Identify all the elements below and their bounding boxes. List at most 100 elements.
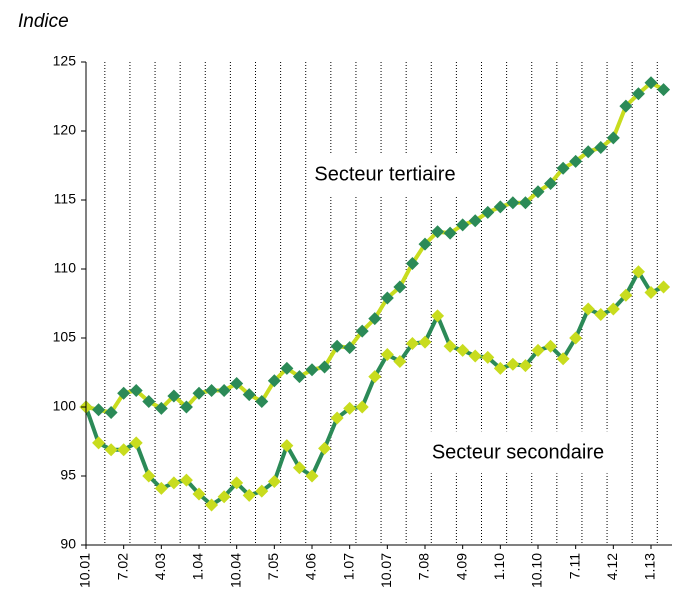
data-marker: [343, 341, 357, 355]
x-tick-label: 1.07: [340, 553, 356, 580]
data-marker: [619, 288, 633, 302]
data-marker: [205, 498, 219, 512]
data-marker: [456, 343, 470, 357]
plot: [79, 76, 671, 512]
data-marker: [292, 370, 306, 384]
data-marker: [405, 256, 419, 270]
data-marker: [129, 383, 143, 397]
x-tick-label: 7.08: [416, 553, 432, 580]
data-marker: [380, 291, 394, 305]
series-annotation: Secteur secondaire: [425, 431, 611, 474]
data-marker: [493, 200, 507, 214]
data-marker: [644, 285, 658, 299]
data-marker: [267, 475, 281, 489]
data-marker: [292, 461, 306, 475]
x-tick-label: 10.07: [378, 553, 394, 588]
data-marker: [242, 488, 256, 502]
data-marker: [431, 309, 445, 323]
y-tick-label: 105: [53, 329, 77, 345]
data-marker: [418, 237, 432, 251]
data-marker: [179, 473, 193, 487]
y-tick-label: 95: [60, 467, 76, 483]
data-marker: [431, 225, 445, 239]
data-marker: [192, 487, 206, 501]
x-tick-label: 1.04: [190, 553, 206, 580]
data-marker: [255, 484, 269, 498]
x-tick-label: 1.13: [642, 553, 658, 580]
data-marker: [330, 411, 344, 425]
series-annotation: Secteur tertiaire: [308, 153, 462, 196]
data-marker: [468, 214, 482, 228]
data-marker: [506, 196, 520, 210]
data-marker: [631, 87, 645, 101]
data-marker: [468, 349, 482, 363]
data-marker: [657, 280, 671, 294]
x-tick-label: 10.10: [529, 553, 545, 588]
data-marker: [355, 324, 369, 338]
y-tick-label: 90: [60, 536, 76, 552]
data-marker: [544, 176, 558, 190]
data-marker: [267, 374, 281, 388]
data-marker: [305, 363, 319, 377]
x-tick-label: 7.05: [265, 553, 281, 580]
data-marker: [104, 443, 118, 457]
data-marker: [606, 131, 620, 145]
data-marker: [217, 383, 231, 397]
data-marker: [443, 226, 457, 240]
data-marker: [154, 401, 168, 415]
data-marker: [192, 386, 206, 400]
data-marker: [230, 476, 244, 490]
y-tick-label: 100: [53, 398, 77, 414]
x-tick-label: 7.11: [566, 553, 582, 579]
x-tick-label: 4.03: [152, 553, 168, 580]
data-marker: [318, 360, 332, 374]
data-marker: [179, 400, 193, 414]
data-marker: [343, 401, 357, 415]
data-marker: [305, 469, 319, 483]
data-marker: [506, 357, 520, 371]
data-marker: [255, 394, 269, 408]
data-marker: [481, 350, 495, 364]
data-marker: [606, 302, 620, 316]
data-marker: [142, 394, 156, 408]
data-marker: [167, 389, 181, 403]
data-marker: [531, 185, 545, 199]
data-marker: [569, 331, 583, 345]
data-marker: [481, 205, 495, 219]
series-label: Secteur tertiaire: [314, 163, 455, 185]
data-marker: [154, 481, 168, 495]
y-axis-label: Indice: [18, 11, 69, 32]
data-marker: [531, 343, 545, 357]
data-marker: [205, 383, 219, 397]
series-line: [85, 80, 665, 415]
data-marker: [104, 406, 118, 420]
data-marker: [368, 370, 382, 384]
data-marker: [92, 436, 106, 450]
x-tick-label: 10.04: [227, 553, 243, 588]
data-marker: [280, 439, 294, 453]
data-marker: [368, 312, 382, 326]
data-marker: [544, 339, 558, 353]
x-tick-label: 4.12: [604, 553, 620, 580]
y-tick-label: 120: [53, 122, 77, 138]
data-marker: [217, 490, 231, 504]
x-tick-label: 4.06: [303, 553, 319, 580]
y-tick-label: 110: [54, 260, 77, 276]
data-marker: [657, 83, 671, 97]
data-marker: [493, 361, 507, 375]
data-marker: [569, 154, 583, 168]
data-marker: [330, 339, 344, 353]
x-tick-label: 10.01: [77, 553, 93, 588]
data-marker: [242, 388, 256, 402]
data-marker: [92, 403, 106, 417]
data-marker: [117, 443, 131, 457]
data-marker: [418, 335, 432, 349]
data-marker: [280, 361, 294, 375]
y-tick-label: 115: [54, 191, 77, 207]
data-marker: [380, 348, 394, 362]
y-tick-label: 125: [53, 53, 77, 69]
data-marker: [318, 441, 332, 455]
data-marker: [142, 469, 156, 483]
